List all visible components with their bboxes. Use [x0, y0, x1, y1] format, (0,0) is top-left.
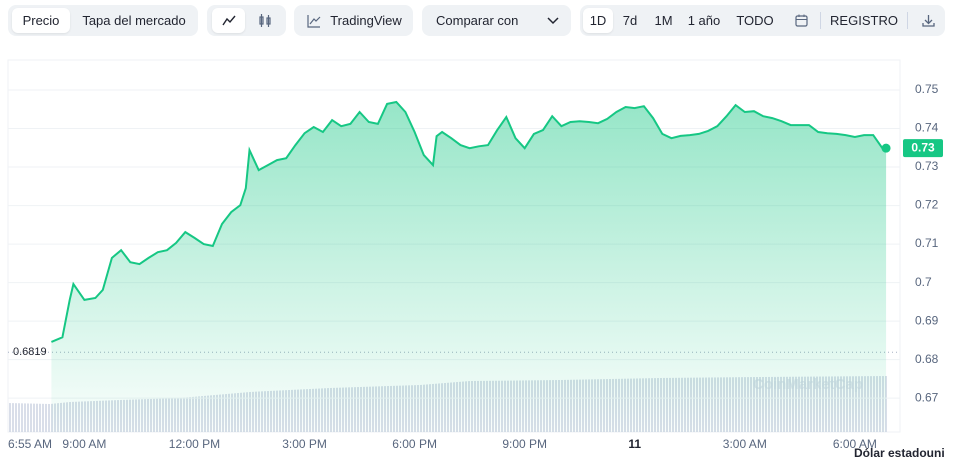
tradingview-group: TradingView [294, 5, 413, 36]
last-point [881, 143, 891, 153]
y-tick-label: 0.73 [915, 159, 939, 173]
tab-price[interactable]: Precio [12, 8, 70, 33]
separator [907, 12, 908, 29]
y-tick-label: 0.72 [915, 198, 939, 212]
price-line [51, 100, 887, 343]
compare-dropdown[interactable]: Comparar con [422, 5, 571, 36]
currency-label: Dólar estadouni [854, 446, 945, 460]
x-tick-label: 9:00 PM [502, 437, 547, 451]
x-tick-label: 12:00 PM [169, 437, 220, 451]
y-tick-label: 0.7 [915, 275, 932, 289]
x-tick-label: 3:00 PM [282, 437, 327, 451]
range-7d[interactable]: 7d [622, 13, 638, 28]
y-tick-label: 0.68 [915, 352, 939, 366]
x-tick-label: 3:00 AM [723, 437, 767, 451]
log-button[interactable]: REGISTRO [830, 13, 898, 28]
x-tick-label: 6:00 PM [392, 437, 437, 451]
candle-style-button[interactable] [252, 8, 278, 33]
download-icon[interactable] [921, 13, 936, 28]
range-all[interactable]: TODO [736, 13, 774, 28]
current-label-box [903, 139, 943, 158]
candle-icon [259, 14, 271, 27]
tab-market-cap[interactable]: Tapa del mercado [82, 13, 186, 28]
current-label: 0.73 [911, 140, 935, 154]
chevron-icon [547, 17, 559, 25]
line-icon [222, 15, 236, 26]
y-tick-label: 0.74 [915, 121, 939, 135]
y-tick-label: 0.67 [915, 390, 939, 404]
compare-label: Comparar con [436, 13, 519, 28]
y-tick-label: 0.75 [915, 82, 939, 96]
price-area [51, 102, 887, 432]
y-tick-label: 0.71 [915, 236, 939, 250]
x-tick-label: 6:55 AM [8, 437, 52, 451]
range-1y[interactable]: 1 año [687, 13, 721, 28]
tradingview-icon [307, 15, 321, 28]
separator [820, 12, 821, 29]
baseline-label: 0.6819 [13, 346, 47, 358]
range-1m[interactable]: 1M [654, 13, 673, 28]
x-tick-label: 11 [628, 437, 641, 451]
x-tick-label: 9:00 AM [62, 437, 106, 451]
view-tabs: Precio Tapa del mercado [8, 5, 198, 36]
chart-style [207, 5, 286, 36]
tradingview-button[interactable]: TradingView [330, 13, 402, 28]
range-tabs: 1D 7d 1M 1 año TODO REGISTRO [580, 5, 945, 36]
calendar-icon[interactable] [794, 13, 809, 28]
line-style-button[interactable] [212, 8, 245, 33]
range-1d[interactable]: 1D [583, 8, 613, 33]
x-tick-label: 6:00 AM [833, 437, 877, 451]
y-tick-label: 0.69 [915, 313, 939, 327]
